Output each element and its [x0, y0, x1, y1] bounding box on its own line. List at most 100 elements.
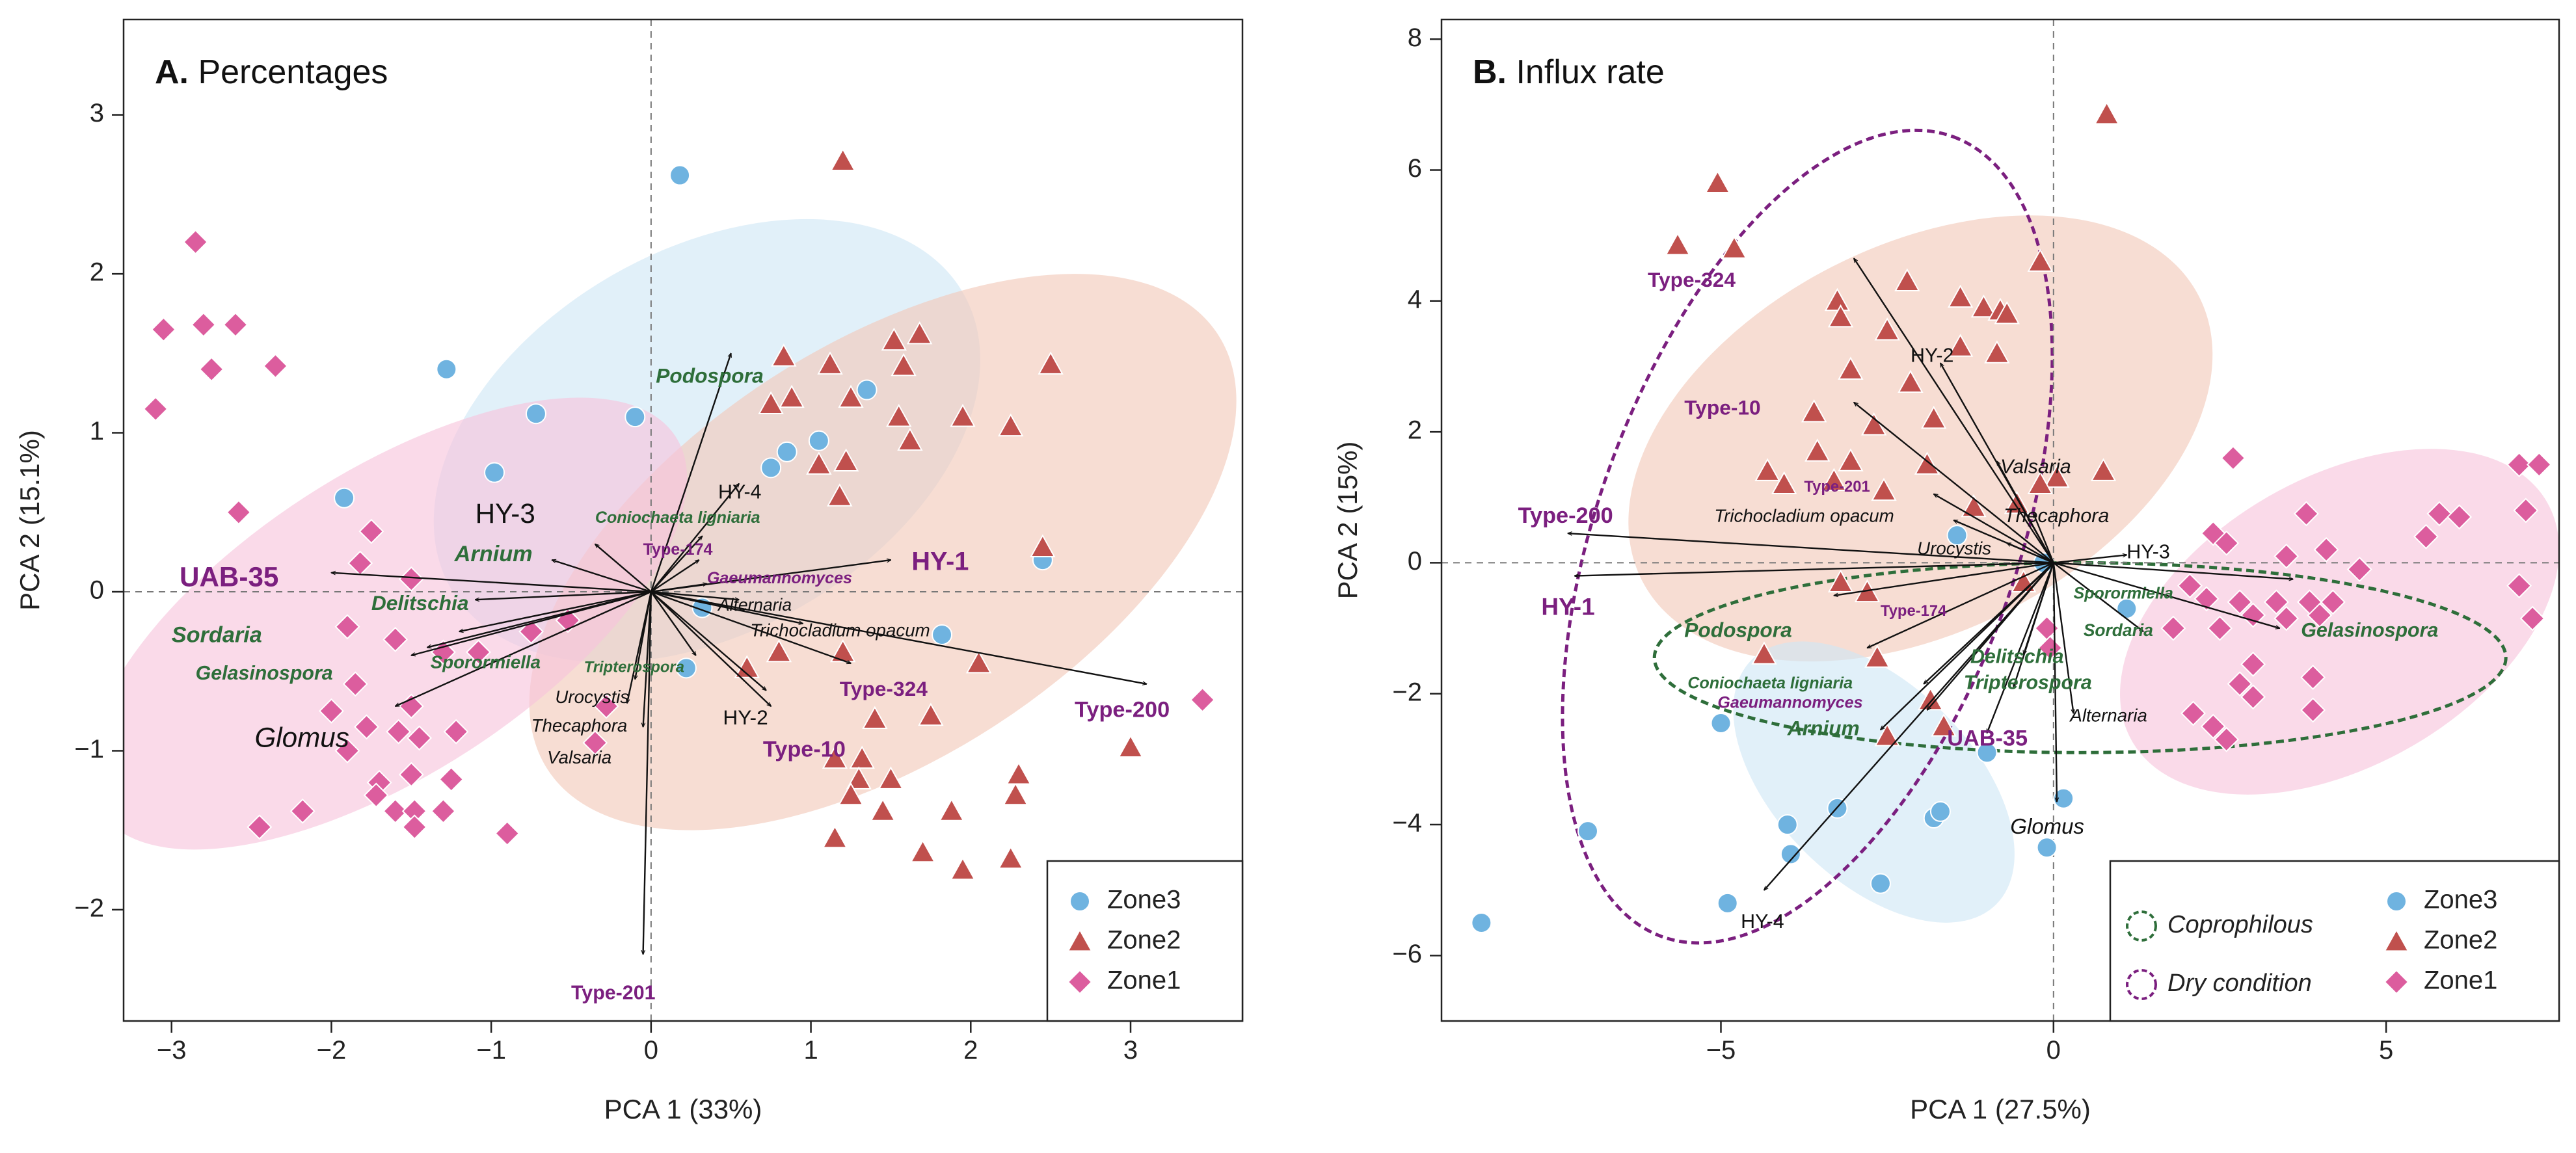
point-zone2	[838, 384, 864, 408]
loading-label-hy-1: HY-1	[1541, 594, 1594, 620]
legend-swatch-zone3	[2386, 891, 2407, 912]
loading-arrow-type-201	[1934, 494, 2054, 564]
loading-label-alternaria: Alternaria	[2069, 705, 2147, 725]
point-zone2	[998, 845, 1024, 869]
loading-arrow-coniochaeta-ligniaria	[650, 536, 703, 592]
x-tick-label: −3	[157, 1036, 187, 1065]
loading-label-arnium: Arnium	[1787, 716, 1860, 739]
point-zone1	[289, 798, 315, 824]
y-tick-label: 4	[1408, 285, 1422, 313]
loading-arrow-type-200	[651, 590, 1147, 684]
loading-arrow-type-174	[1834, 562, 2054, 595]
point-zone2	[1827, 304, 1854, 328]
loading-label-podospora: Podospora	[1684, 618, 1792, 641]
legend: Zone3 Zone2 Zone1	[1046, 860, 1244, 1022]
point-zone2	[838, 782, 864, 806]
point-zone1	[593, 693, 619, 719]
loading-label-type-174: Type-174	[1881, 602, 1947, 620]
point-zone1	[2519, 605, 2545, 631]
point-zone3	[1717, 892, 1738, 914]
point-zone1	[2313, 537, 2339, 563]
point-zone2	[1984, 340, 2010, 364]
point-zone2	[817, 351, 843, 375]
point-zone1	[2220, 445, 2246, 471]
point-zone2	[1002, 782, 1028, 806]
point-zone2	[758, 391, 784, 414]
point-zone2	[1754, 458, 1780, 481]
loading-label-uab-35: UAB-35	[1947, 726, 2028, 750]
point-zone3	[856, 379, 878, 401]
point-zone2	[1665, 232, 1691, 256]
point-zone1	[2274, 605, 2300, 631]
plot-area	[1442, 20, 2559, 1021]
y-tick-label: 3	[90, 99, 104, 127]
point-zone1	[2227, 671, 2253, 697]
point-zone1	[2447, 504, 2473, 530]
panel-title: A. Percentages	[155, 53, 388, 91]
point-zone1	[2240, 684, 2266, 710]
point-zone1	[2300, 665, 2326, 690]
loading-label-gelasinospora: Gelasinospora	[2301, 619, 2438, 641]
y-tick-label: −6	[1392, 940, 1422, 968]
point-zone2	[939, 798, 965, 821]
loading-label-delitschia: Delitschia	[371, 591, 469, 615]
point-zone2	[833, 448, 859, 471]
panel-b-influx-rate: Type-324 HY-2 Type-10 Valsaria Type-201 Theca…	[1332, 18, 2560, 1124]
point-zone1	[342, 671, 368, 697]
loading-label-urocystis: Urocystis	[555, 687, 629, 707]
plot-frame	[122, 18, 1244, 1022]
loading-label-type-324: Type-324	[1648, 268, 1736, 291]
loading-arrow-urocystis	[2007, 542, 2054, 564]
point-zone2	[806, 451, 832, 475]
x-axis-label: PCA 1 (33%)	[604, 1094, 762, 1124]
point-zone2	[1805, 438, 1831, 462]
point-zone2	[965, 650, 992, 674]
loading-arrow-type-324	[1854, 258, 2054, 564]
point-zone1	[2346, 557, 2372, 582]
point-zone3	[776, 441, 798, 462]
point-zone1	[2180, 700, 2206, 726]
point-zone3	[1577, 821, 1598, 842]
point-zone1	[222, 311, 248, 338]
point-zone1	[401, 814, 427, 840]
point-zone1	[438, 767, 464, 792]
point-zone2	[1006, 762, 1032, 785]
loading-arrow-tripterospora	[650, 591, 696, 656]
loading-arrow-glomus	[2052, 563, 2057, 801]
point-zone2	[827, 483, 853, 507]
point-zone1	[198, 356, 224, 382]
loading-arrow-type-201	[643, 591, 652, 954]
loading-arrow-uab-35	[331, 573, 651, 593]
point-zone1	[2320, 589, 2346, 615]
x-tick-label: 0	[644, 1036, 658, 1065]
y-tick-label: −2	[1392, 678, 1422, 706]
point-zone2	[2090, 458, 2117, 481]
point-zone1	[2240, 602, 2266, 628]
point-zone1	[2297, 589, 2322, 615]
point-zone1	[358, 518, 384, 544]
loading-label-alternaria: Alternaria	[717, 595, 792, 615]
loading-arrow-valsaria	[643, 591, 652, 727]
loading-arrow-type-10	[1854, 403, 2054, 564]
loading-label-trichocladium-opacum: Trichocladium opacum	[750, 620, 930, 640]
loading-arrow-tripterospora	[2013, 563, 2054, 687]
loading-arrow-sporormiella	[2053, 562, 2293, 579]
loading-arrow-hy-4	[650, 484, 739, 592]
point-zone1	[2526, 452, 2552, 477]
plot-frame	[1440, 18, 2560, 1022]
point-zone2	[1947, 284, 1974, 308]
legend-label-coprophilous: Coprophilous	[2167, 911, 2313, 938]
point-zone2	[2044, 464, 2070, 488]
point-zone2	[1030, 534, 1056, 557]
x-tick-label: 2	[963, 1036, 978, 1065]
loading-label-hy-1: HY-1	[911, 547, 969, 576]
loading-label-hy-2: HY-2	[723, 706, 768, 729]
legend-label-zone3: Zone3	[2424, 886, 2497, 914]
loading-arrow-hy-3	[552, 560, 652, 593]
y-tick-label: 0	[90, 576, 104, 605]
point-zone1	[2413, 523, 2439, 550]
point-zone2	[766, 639, 792, 663]
point-zone2	[2027, 471, 2054, 495]
point-zone1	[382, 798, 409, 824]
point-zone2	[2027, 248, 2054, 272]
